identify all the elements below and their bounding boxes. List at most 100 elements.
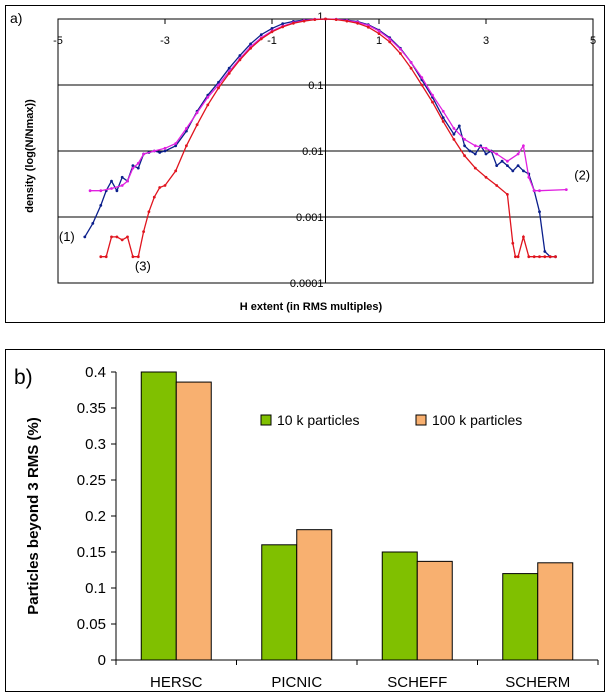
data-point-s3 [463,154,466,158]
data-point-s2 [473,144,477,148]
data-point-s2 [441,109,445,113]
data-point-s3 [227,72,231,75]
y-axis-title: Particles beyond 3 RMS (%) [25,417,42,615]
data-point-s3 [174,169,178,173]
data-point-s2 [195,111,199,115]
data-point-s1 [227,66,231,70]
data-point-s3 [532,255,536,259]
data-point-s1 [441,116,445,120]
panel-label: a) [10,10,22,26]
data-point-s3 [99,255,103,259]
data-point-s3 [431,100,434,104]
data-point-s3 [484,175,488,179]
data-point-s3 [292,21,295,25]
bar-picnic-2 [296,529,333,661]
legend-label: 10 k particles [277,412,359,428]
data-point-s3 [420,83,424,87]
data-point-s1 [158,151,162,154]
data-point-s3 [158,186,162,189]
data-point-s1 [131,164,135,168]
data-point-s3 [270,30,274,34]
data-point-s3 [409,66,413,70]
y-tick-label: 0.2 [85,508,106,525]
data-point-s1 [83,235,87,239]
data-point-s2 [99,189,103,193]
category-label: SCHEFF [387,674,447,691]
data-point-s2 [463,138,466,141]
data-point-s3 [538,255,541,259]
data-point-s2 [495,152,499,156]
data-point-s2 [431,93,434,97]
legend-swatch [415,414,427,426]
data-point-s3 [281,25,285,29]
y-tick-label: 0.1 [85,580,106,597]
data-point-s1 [238,54,242,57]
data-point-s2 [527,175,531,179]
data-point-s3 [399,52,402,55]
data-point-s3 [495,184,499,187]
data-point-s1 [473,152,477,156]
data-point-s3 [543,255,547,259]
data-point-s3 [522,235,525,239]
data-point-s3 [345,19,349,23]
data-point-s2 [377,29,381,33]
data-point-s3 [511,241,515,245]
data-point-s3 [163,184,167,187]
bar-hersc-2 [175,381,212,661]
data-point-s1 [495,164,499,168]
data-point-s3 [366,25,370,29]
data-point-s2 [136,161,140,165]
data-point-s3 [334,18,338,21]
bar-scheff-2 [416,560,453,661]
data-point-s3 [238,58,242,62]
data-point-s1 [506,164,509,168]
data-point-s1 [463,144,466,148]
category-label: PICNIC [271,674,322,691]
data-point-s2 [506,159,509,163]
series-annotation-s2: (2) [574,168,590,183]
data-point-s2 [152,149,156,153]
bar-picnic-1 [261,544,298,661]
x-tick-label: -1 [267,35,277,47]
data-point-s1 [543,250,547,253]
data-point-s3 [356,21,359,25]
density-chart: 1 0.1 0.01 0.001 0.0001 -5 -3 -1 1 3 5 (1) (2) (3) a) H… [10,10,596,313]
particles-bar-chart-panel: 0 0.05 0.1 0.15 0.2 0.25 0.3 0.35 0.4 HERSC PICNIC… [5,349,605,692]
data-point-s3 [302,19,306,23]
data-point-s2 [420,76,424,79]
data-point-s2 [484,146,488,150]
data-point-s2 [217,83,220,87]
x-axis-title: H extent (in RMS multiples) [240,301,383,313]
series-annotation-s1: (1) [59,229,75,244]
x-tick-label: 1 [376,35,382,47]
data-point-s1 [120,175,124,179]
data-point-s1 [511,169,515,173]
data-point-s3 [324,17,327,21]
y-tick-label: 0.15 [77,544,106,561]
data-point-s3 [195,123,199,127]
data-point-s3 [452,138,456,141]
y-axis-title: density (log(N/Nmax)) [24,99,36,213]
data-point-s2 [516,152,520,156]
data-point-s3 [554,255,557,259]
data-point-s1 [259,33,263,36]
data-point-s2 [388,37,392,41]
bar-scherm-2 [537,562,574,661]
data-point-s1 [457,124,461,128]
data-point-s3 [152,195,156,199]
data-point-s3 [131,255,135,259]
data-point-s1 [452,132,456,136]
data-point-s3 [388,40,392,44]
y-tick-label: 0.05 [77,616,106,633]
data-point-s3 [147,210,151,214]
data-point-s2 [399,47,402,51]
data-point-s2 [126,179,129,183]
bar-scheff-1 [381,551,418,661]
legend-label: 100 k particles [432,412,522,428]
data-point-s3 [259,37,263,41]
data-point-s3 [142,230,146,234]
data-point-s1 [249,42,253,46]
data-point-s3 [506,193,509,196]
x-tick-label: 3 [483,35,489,47]
bar-scherm-1 [502,573,539,661]
